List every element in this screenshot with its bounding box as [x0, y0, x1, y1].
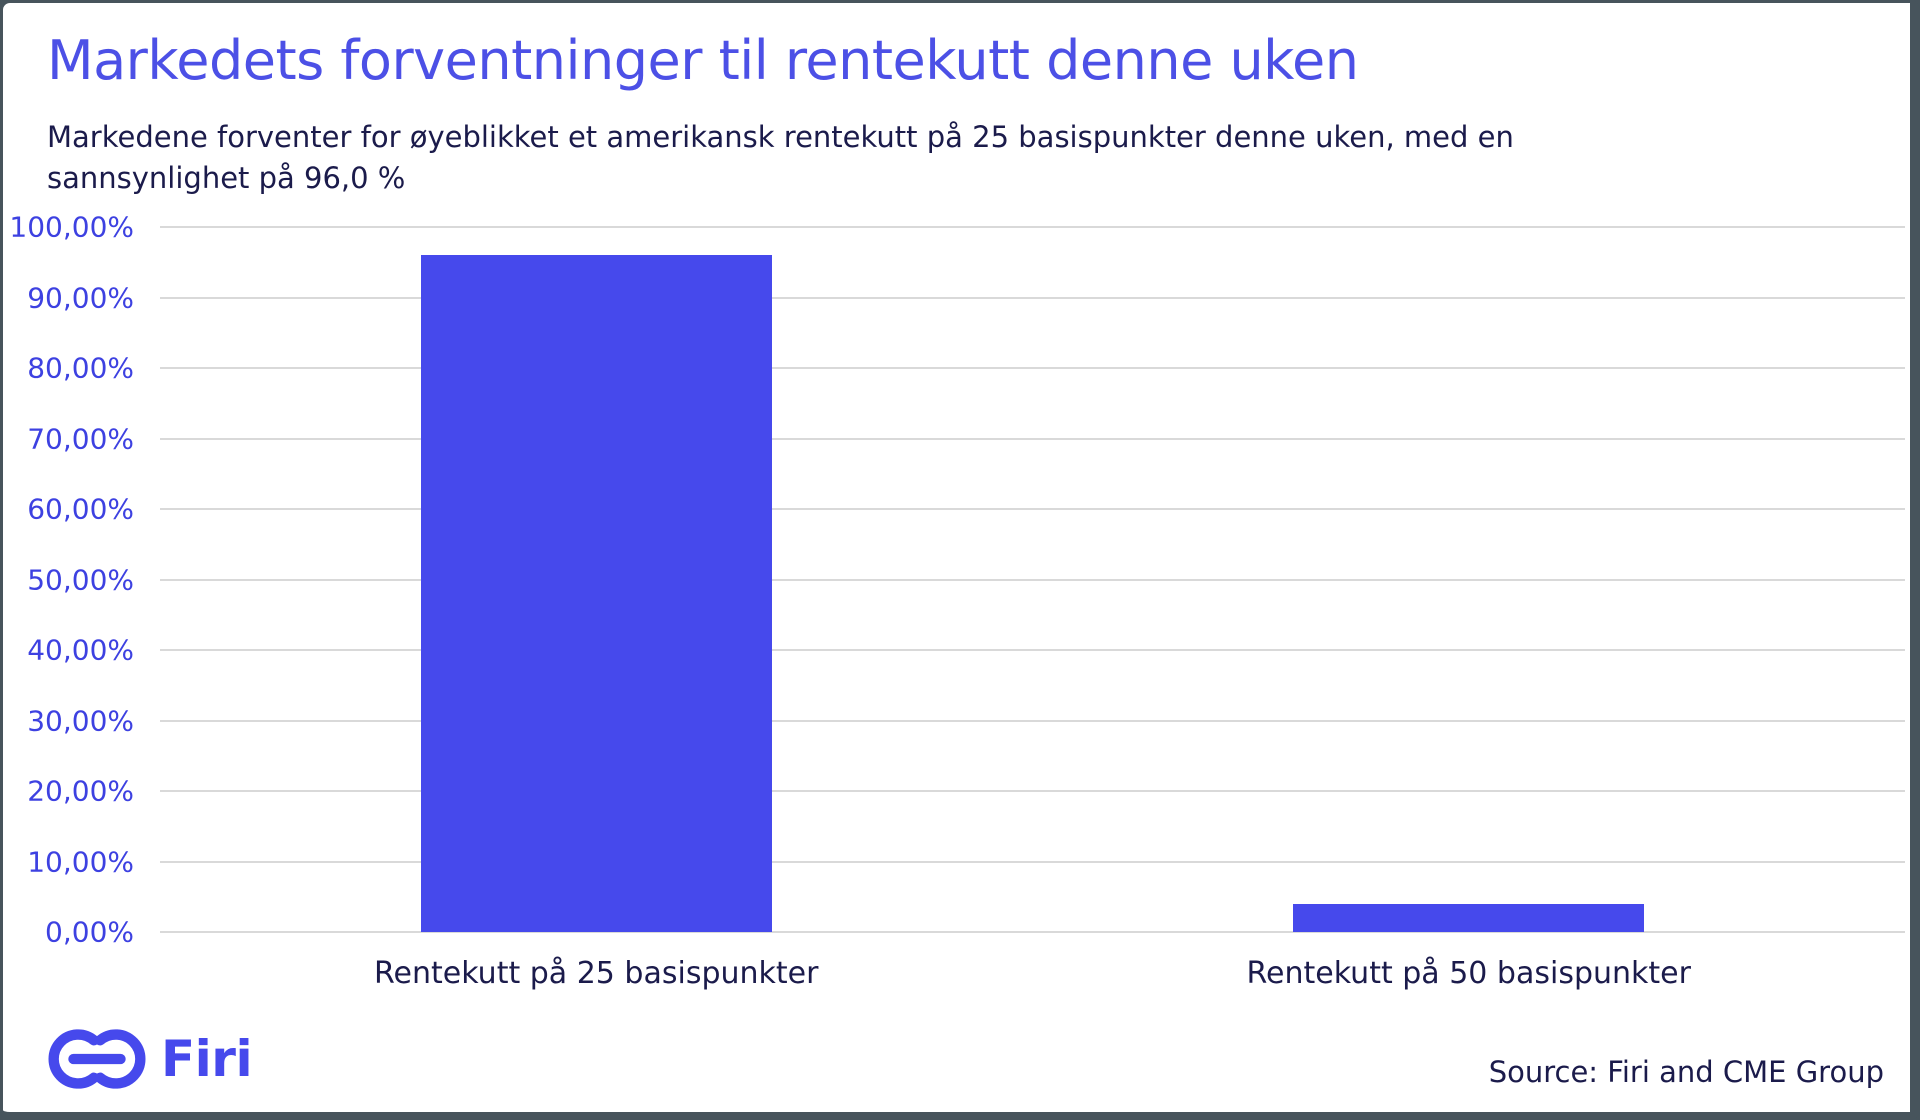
y-axis-tick-label: 100,00%: [9, 210, 134, 244]
gridline: [160, 437, 1905, 440]
gridline: [160, 296, 1905, 299]
y-axis-tick-label: 50,00%: [27, 563, 134, 596]
y-axis-tick-label: 60,00%: [27, 492, 134, 526]
y-axis-tick-label: 20,00%: [27, 774, 134, 808]
chart-title: Markedets forventninger til rentekutt de…: [47, 29, 1359, 92]
source-note: Source: Firi and CME Group: [1488, 1055, 1884, 1089]
chart-subtitle-line-1: Markedene forventer for øyeblikket et am…: [47, 120, 1514, 154]
plot-area: 100,00% 90,00% 80,00% 70,00% 60,00% 50,00% 40,…: [9, 211, 1905, 991]
x-axis-category-label: Rentekutt på 50 basispunkter: [1246, 956, 1691, 991]
y-axis-tick-label: 90,00%: [27, 281, 134, 314]
gridline: [160, 649, 1905, 651]
gridline: [160, 931, 1905, 933]
y-axis-tick-label: 80,00%: [27, 351, 134, 385]
gridline: [160, 790, 1905, 792]
firi-logo-text: Firi: [161, 1030, 253, 1088]
firi-logo: Firi: [47, 1027, 253, 1091]
chart-bar: [1293, 903, 1645, 932]
gridline: [160, 860, 1905, 863]
chart-subtitle-line-2: sannsynlighet på 96,0 %: [47, 161, 406, 195]
gridline: [160, 578, 1905, 581]
x-axis-category-label: Rentekutt på 25 basispunkter: [374, 956, 819, 991]
y-axis-tick-label: 10,00%: [27, 845, 134, 878]
y-axis-tick-label: 30,00%: [27, 704, 134, 737]
y-axis-tick-label: 70,00%: [27, 422, 134, 455]
gridline: [160, 367, 1905, 369]
firi-logo-icon: [48, 1029, 146, 1089]
gridline: [160, 719, 1905, 722]
chart-subtitle: Markedene forventer for øyeblikket et am…: [47, 117, 1514, 199]
y-axis-tick-label: 40,00%: [27, 633, 134, 667]
chart-bar: [420, 255, 772, 932]
gridline: [160, 508, 1905, 510]
gridline: [160, 226, 1905, 228]
y-axis-tick-label: 0,00%: [45, 915, 134, 949]
